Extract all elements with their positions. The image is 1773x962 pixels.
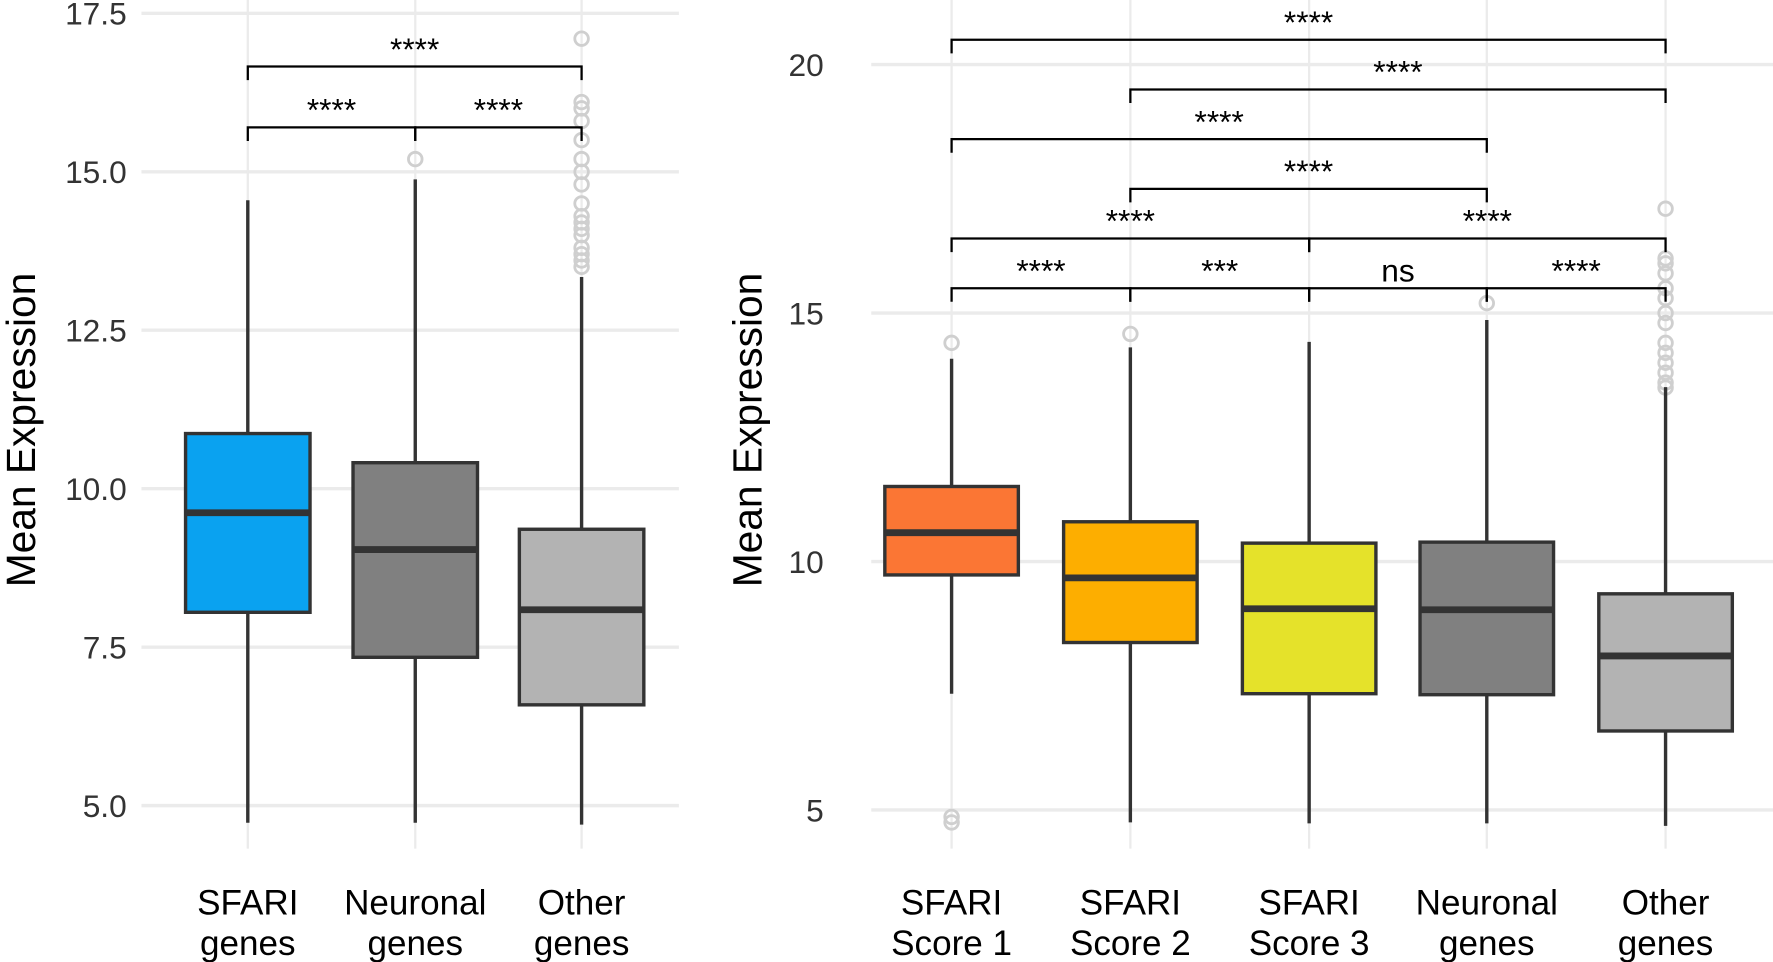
outlier (1657, 200, 1674, 217)
y-tick-label: 20 (788, 47, 823, 83)
significance-bracket (246, 65, 583, 81)
x-tick-label: Score 1 (891, 924, 1012, 962)
outlier (1122, 325, 1139, 343)
outlier (573, 195, 590, 212)
outlier (1657, 364, 1674, 381)
x-tick-label: genes (1439, 924, 1535, 962)
significance-bracket (1308, 237, 1667, 253)
box (183, 431, 312, 614)
significance-label: **** (1463, 203, 1512, 239)
x-tick-label: Score 2 (1070, 924, 1191, 962)
y-axis-label: Mean Expression (724, 273, 770, 588)
outlier (573, 150, 590, 168)
x-tick-label: Neuronal (344, 883, 486, 922)
significance-label: **** (474, 92, 523, 128)
y-tick-label: 7.5 (83, 629, 127, 665)
outlier (1657, 255, 1674, 272)
outlier (573, 245, 590, 263)
x-tick-label: genes (367, 924, 463, 962)
y-tick-label: 10.0 (65, 471, 127, 507)
outlier (407, 150, 424, 168)
significance-bracket (950, 38, 1667, 54)
box (1240, 541, 1378, 696)
x-tick-label: SFARI (1258, 883, 1359, 922)
significance-label: *** (1201, 252, 1238, 288)
y-tick-label: 5 (806, 792, 824, 828)
outlier (573, 30, 590, 47)
outlier (1657, 314, 1674, 332)
significance-bracket (414, 126, 583, 141)
significance-bracket (1129, 287, 1311, 302)
significance-bracket (950, 287, 1132, 302)
y-tick-label: 15.0 (65, 154, 127, 190)
significance-bracket (1129, 88, 1667, 104)
x-tick-label: Other (538, 883, 626, 922)
x-tick-label: SFARI (197, 883, 298, 922)
significance-bracket (1308, 287, 1488, 302)
y-tick-label: 17.5 (65, 0, 127, 32)
outlier (943, 334, 960, 352)
significance-label: **** (1373, 54, 1422, 90)
x-tick-label: genes (200, 924, 296, 962)
panel: 5.0 7.5 10.0 12.5 15.0 17.5 Mean Expression SFA… (0, 0, 679, 962)
x-tick-label: genes (534, 924, 630, 962)
box (1597, 592, 1735, 733)
significance-label: **** (1016, 252, 1065, 288)
significance-label: **** (1195, 103, 1244, 139)
y-tick-label: 12.5 (65, 313, 127, 349)
box (351, 461, 480, 659)
outlier (573, 100, 590, 117)
y-tick-label: 10 (788, 544, 823, 580)
y-tick-label: 15 (788, 295, 823, 331)
outlier (1657, 354, 1674, 371)
significance-bracket (246, 126, 417, 141)
box (517, 527, 646, 707)
outlier (1657, 334, 1674, 352)
x-tick-label: SFARI (1080, 883, 1181, 922)
y-axis-label: Mean Expression (0, 273, 44, 588)
outlier (943, 814, 960, 831)
box (1061, 520, 1199, 645)
x-tick-label: SFARI (901, 883, 1002, 922)
outlier (573, 93, 590, 111)
significance-bracket (950, 138, 1488, 153)
significance-label: **** (307, 92, 356, 128)
significance-bracket (1129, 187, 1488, 203)
x-tick-label: Other (1622, 883, 1710, 922)
significance-label: **** (1552, 252, 1601, 288)
significance-label: ns (1381, 252, 1414, 288)
x-tick-label: Score 3 (1249, 924, 1370, 962)
significance-bracket (1485, 287, 1667, 302)
significance-label: **** (390, 31, 439, 67)
x-tick-label: genes (1618, 924, 1714, 962)
x-tick-label: Neuronal (1416, 883, 1558, 922)
outlier (573, 214, 590, 231)
significance-label: **** (1284, 153, 1333, 189)
box (1418, 540, 1556, 697)
outlier (943, 808, 960, 826)
significance-label: **** (1106, 203, 1155, 239)
significance-label: **** (1284, 4, 1333, 40)
y-tick-label: 5.0 (83, 788, 127, 824)
outlier (1657, 344, 1674, 362)
